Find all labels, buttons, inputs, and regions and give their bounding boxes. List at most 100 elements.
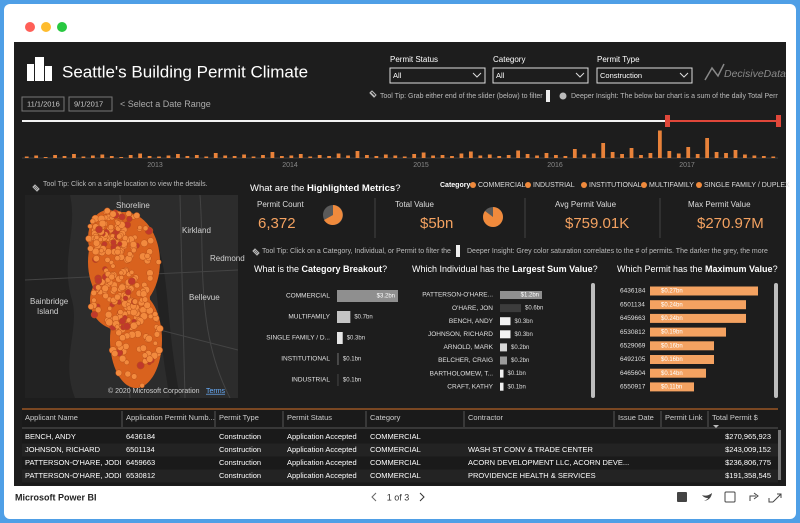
category-label: COMMERCIAL	[286, 293, 330, 300]
bar	[500, 330, 511, 339]
map-point	[124, 289, 132, 296]
insight-toggle[interactable]	[546, 90, 550, 102]
timeline-bar	[743, 154, 747, 158]
timeline-bar	[261, 155, 265, 158]
table-scrollbar[interactable]	[778, 430, 781, 480]
map-point	[131, 373, 138, 380]
end-date-box[interactable]	[68, 96, 113, 112]
fullscreen-icon[interactable]	[768, 493, 782, 503]
timeline-bar	[431, 155, 435, 158]
value-label: $0.2bn	[511, 358, 529, 364]
card-label: Total Value	[395, 200, 435, 209]
close-button[interactable]	[25, 22, 35, 32]
value-label: $0.1bn	[508, 371, 526, 377]
value-label: $0.1bn	[343, 357, 361, 363]
timeline-bar	[535, 155, 539, 158]
start-date-box[interactable]	[21, 96, 65, 112]
place-label: Kirkland	[182, 226, 211, 235]
category-label: JOHNSON, RICHARD	[428, 331, 493, 338]
bar	[650, 300, 746, 310]
place-label: Bellevue	[189, 293, 220, 302]
timeline-bar	[327, 156, 332, 158]
insight-toggle[interactable]	[456, 245, 460, 257]
map-point	[98, 248, 104, 254]
map-point	[127, 277, 136, 286]
map[interactable]	[25, 195, 238, 398]
maximize-button[interactable]	[57, 22, 67, 32]
next-page[interactable]	[419, 492, 425, 502]
bar	[650, 368, 706, 378]
slider-handle-start[interactable]	[665, 115, 670, 127]
map-point	[95, 284, 102, 291]
chart-title: What is the Category Breakout?	[254, 264, 387, 274]
share-icon[interactable]	[749, 492, 759, 501]
timeline-bar	[166, 155, 171, 158]
timeline-bar	[251, 156, 256, 158]
map-point	[110, 263, 116, 269]
timeline-bar	[610, 152, 615, 158]
map-point	[108, 273, 116, 281]
card-value: $270.97M	[697, 215, 764, 232]
twitter-icon[interactable]	[702, 493, 712, 501]
facebook-icon[interactable]	[724, 491, 736, 503]
timeline-bar	[705, 138, 710, 158]
map-point	[109, 210, 117, 218]
start-date: 11/1/2016	[27, 99, 60, 108]
page-indicator: 1 of 3	[387, 492, 410, 502]
category-label: BELCHER, CRAIG	[438, 357, 493, 364]
filter-dropdown[interactable]	[389, 67, 486, 84]
previous-page[interactable]	[371, 492, 377, 502]
timeline-bar	[516, 150, 521, 158]
map-point	[115, 369, 123, 377]
map-point	[116, 233, 123, 240]
filter-dropdown[interactable]	[492, 67, 589, 84]
timeline-bar	[128, 155, 133, 158]
category-label: 6501134	[620, 301, 645, 308]
category-label: 6550917	[620, 384, 646, 391]
value-label: $0.3bn	[515, 319, 533, 325]
value-label: $0.19bn	[661, 330, 683, 336]
value-label: $0.2bn	[511, 345, 529, 351]
column-header: Permit Type	[219, 413, 259, 422]
title-part: Highlighted Metrics	[307, 183, 395, 194]
legend-item: SINGLE FAMILY / DUPLEX	[704, 182, 790, 189]
column-header: Contractor	[468, 413, 504, 422]
map-point	[115, 329, 123, 337]
timeline-bar	[298, 154, 303, 158]
slider-handle-end[interactable]	[776, 115, 781, 127]
value-label: $3.2bn	[377, 294, 395, 300]
timeline-bar	[601, 143, 606, 158]
scrollbar[interactable]	[774, 283, 778, 398]
minimize-button[interactable]	[41, 22, 51, 32]
timeline-bar	[393, 155, 398, 158]
map-point	[147, 275, 154, 282]
timeline-bar	[733, 150, 738, 158]
timeline-bar	[620, 154, 624, 158]
map-point	[129, 241, 137, 249]
bar	[500, 317, 511, 326]
timeline-bar	[279, 156, 284, 158]
linkedin-icon[interactable]	[677, 492, 687, 502]
chart-insight: Deeper Insight: Grey color saturation co…	[467, 248, 768, 255]
map-point	[137, 225, 143, 231]
map-point	[104, 207, 111, 215]
table-cell: ACORN DEVELOPMENT LLC, ACORN DEVE...	[468, 458, 629, 467]
map-point	[95, 225, 103, 234]
map-point	[136, 361, 145, 370]
filter-dropdown[interactable]	[596, 67, 693, 84]
table-cell: 6436184	[126, 432, 155, 441]
place-label: Island	[37, 307, 58, 316]
scrollbar[interactable]	[591, 283, 595, 398]
timeline-bar	[109, 156, 114, 158]
bar	[500, 304, 521, 313]
map-point	[104, 311, 113, 319]
place-label: Bainbridge	[30, 297, 69, 306]
value-label: $0.6bn	[525, 306, 543, 312]
map-points[interactable]	[85, 207, 164, 389]
filter-label: Permit Type	[597, 55, 640, 64]
legend-swatch	[696, 182, 702, 188]
table-cell: Construction	[219, 458, 261, 467]
table-cell: Application Accepted	[287, 458, 357, 467]
building-icon	[27, 57, 52, 81]
